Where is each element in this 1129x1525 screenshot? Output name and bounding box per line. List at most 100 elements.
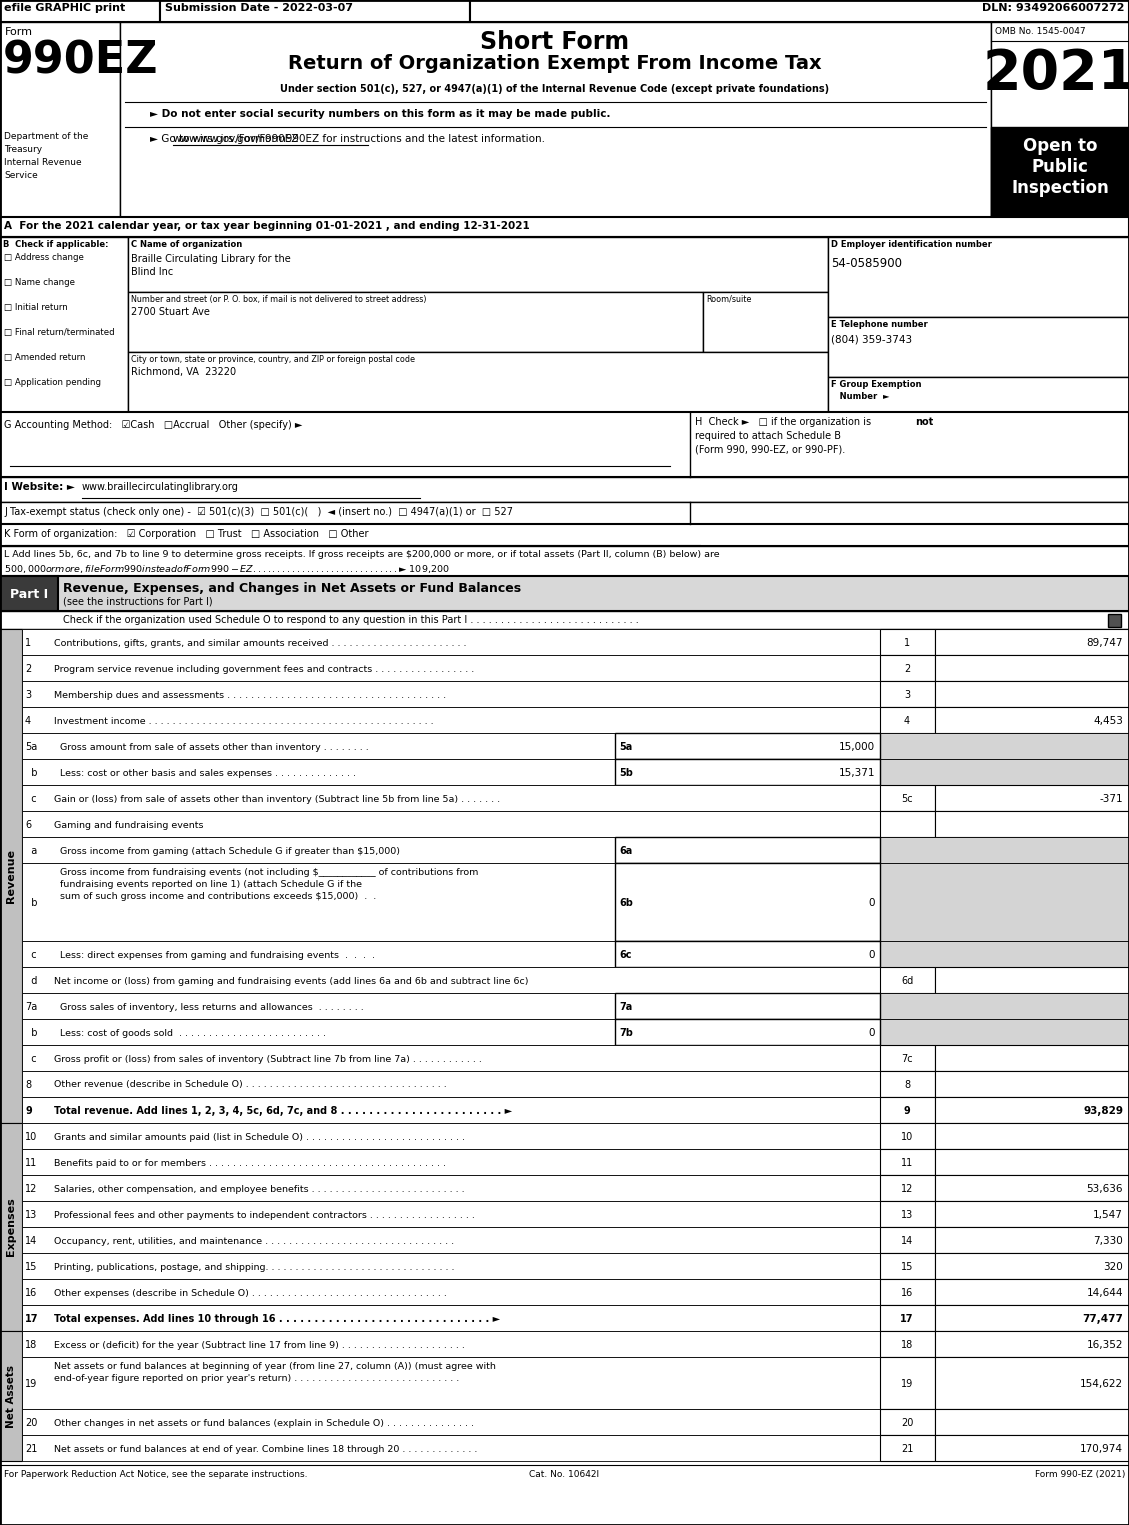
Text: L Add lines 5b, 6c, and 7b to line 9 to determine gross receipts. If gross recei: L Add lines 5b, 6c, and 7b to line 9 to … [5,551,719,560]
Bar [21,1071,879,1096]
Bar [935,967,1129,993]
Text: efile GRAPHIC print: efile GRAPHIC print [5,3,125,14]
Text: 6b: 6b [619,898,633,907]
Text: c: c [25,795,36,804]
Bar [21,811,879,837]
Text: Braille Circulating Library for the: Braille Circulating Library for the [131,255,291,264]
Text: 21: 21 [25,1444,37,1453]
Bar [879,1148,935,1174]
Text: A  For the 2021 calendar year, or tax year beginning 01-01-2021 , and ending 12-: A For the 2021 calendar year, or tax yea… [5,221,530,230]
Text: 8: 8 [904,1080,910,1090]
Text: 2700 Stuart Ave: 2700 Stuart Ave [131,307,210,317]
Text: 17: 17 [25,1315,38,1324]
Bar [0,1331,21,1461]
Text: ► Go to www.irs.gov/Form990EZ for instructions and the latest information.: ► Go to www.irs.gov/Form990EZ for instru… [150,134,545,143]
Bar [935,1254,1129,1279]
Text: Less: cost or other basis and sales expenses . . . . . . . . . . . . . .: Less: cost or other basis and sales expe… [60,769,356,778]
Text: b: b [25,769,37,778]
Text: 4,453: 4,453 [1093,717,1123,726]
Bar [879,1202,935,1228]
Bar [21,785,879,811]
Text: 12: 12 [25,1183,37,1194]
Bar [21,863,879,941]
Text: 2: 2 [904,663,910,674]
Bar [0,0,160,21]
Bar [935,1202,1129,1228]
Bar [935,1122,1129,1148]
Text: www.braillecirculatinglibrary.org: www.braillecirculatinglibrary.org [82,482,239,493]
Bar [21,837,879,863]
Bar [991,21,1129,217]
Bar [21,628,879,656]
Bar [991,127,1129,217]
Text: Department of the: Department of the [5,133,88,140]
Bar [935,1096,1129,1122]
Bar [935,1228,1129,1254]
Bar [128,236,828,291]
Text: 990EZ: 990EZ [3,40,158,82]
Bar [935,1435,1129,1461]
Text: Return of Organization Exempt From Income Tax: Return of Organization Exempt From Incom… [288,53,822,73]
Text: 53,636: 53,636 [1086,1183,1123,1194]
Bar [0,412,1129,477]
Text: (804) 359-3743: (804) 359-3743 [831,336,912,345]
Text: OMB No. 1545-0047: OMB No. 1545-0047 [995,27,1086,37]
Text: Number and street (or P. O. box, if mail is not delivered to street address): Number and street (or P. O. box, if mail… [131,294,427,303]
Text: 18: 18 [901,1340,913,1350]
Text: 11: 11 [901,1157,913,1168]
Text: 3: 3 [25,689,32,700]
Bar [879,993,1129,1019]
Text: Gross amount from sale of assets other than inventory . . . . . . . .: Gross amount from sale of assets other t… [60,743,369,752]
Bar [21,1202,879,1228]
Text: 7,330: 7,330 [1093,1235,1123,1246]
Text: Other changes in net assets or fund balances (explain in Schedule O) . . . . . .: Other changes in net assets or fund bala… [54,1418,474,1427]
Bar [21,967,879,993]
Text: ► Do not enter social security numbers on this form as it may be made public.: ► Do not enter social security numbers o… [150,108,611,119]
Text: Expenses: Expenses [6,1197,16,1257]
Text: 17: 17 [900,1315,913,1324]
Text: c: c [25,950,36,961]
Bar [703,291,828,352]
Bar [879,1409,935,1435]
Bar [935,785,1129,811]
Text: 1,547: 1,547 [1093,1209,1123,1220]
Text: 89,747: 89,747 [1086,637,1123,648]
Text: Gross sales of inventory, less returns and allowances  . . . . . . . .: Gross sales of inventory, less returns a… [60,1002,364,1011]
Text: 0: 0 [868,950,875,961]
Text: 19: 19 [901,1379,913,1389]
Bar [935,628,1129,656]
Bar [615,759,879,785]
Text: 170,974: 170,974 [1080,1444,1123,1453]
Text: a: a [25,846,37,856]
Text: 93,829: 93,829 [1083,1106,1123,1116]
Bar [879,759,1129,785]
Text: 5a: 5a [25,743,37,752]
Text: d: d [25,976,37,987]
Bar [879,682,935,708]
Text: Less: direct expenses from gaming and fundraising events  .  .  .  .: Less: direct expenses from gaming and fu… [60,950,375,959]
Text: □ Initial return: □ Initial return [5,303,68,313]
Bar [879,1019,1129,1045]
Text: □ Final return/terminated: □ Final return/terminated [5,328,115,337]
Text: 7a: 7a [25,1002,37,1013]
Text: 15,371: 15,371 [839,769,875,778]
Text: 2: 2 [25,663,32,674]
Bar [0,21,120,217]
Text: 9: 9 [25,1106,32,1116]
Text: Cat. No. 10642I: Cat. No. 10642I [530,1470,599,1479]
Text: 13: 13 [25,1209,37,1220]
Bar [935,1409,1129,1435]
Text: Under section 501(c), 527, or 4947(a)(1) of the Internal Revenue Code (except pr: Under section 501(c), 527, or 4947(a)(1)… [280,84,830,95]
Bar [879,1071,935,1096]
Bar [21,1228,879,1254]
Text: 154,622: 154,622 [1079,1379,1123,1389]
Bar [935,1071,1129,1096]
Bar [935,1279,1129,1305]
Text: Net Assets: Net Assets [6,1365,16,1427]
Bar [879,1357,935,1409]
Bar [828,317,1129,377]
Text: H  Check ►   □ if the organization is: H Check ► □ if the organization is [695,416,874,427]
Text: 6a: 6a [619,846,632,856]
Text: Gross profit or (loss) from sales of inventory (Subtract line 7b from line 7a) .: Gross profit or (loss) from sales of inv… [54,1054,482,1063]
Bar [0,546,1129,576]
